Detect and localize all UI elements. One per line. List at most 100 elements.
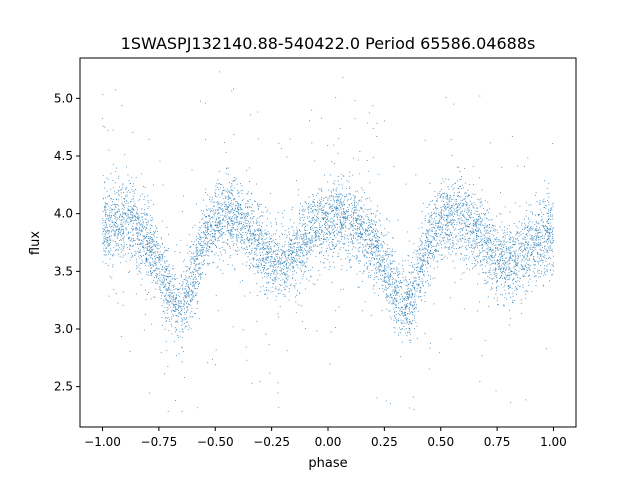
data-point [519,267,521,269]
data-point [415,253,417,255]
data-point [258,205,259,207]
data-point [469,200,471,202]
data-point [380,260,382,262]
data-point [378,173,380,175]
data-point [276,222,277,223]
data-point [192,296,194,298]
data-point [534,264,536,265]
data-point [356,239,358,241]
data-point [256,255,258,257]
data-point [243,224,244,225]
data-point [527,251,529,253]
data-point [257,266,259,268]
data-point [155,263,156,265]
data-point [474,229,476,230]
data-point [171,274,173,276]
data-point [264,248,265,249]
data-point [284,251,286,252]
data-point [228,230,229,232]
data-point [490,242,492,244]
data-point [185,275,187,277]
data-point [265,257,267,259]
data-point [486,239,488,241]
data-point [268,290,270,292]
data-point [310,211,312,213]
data-point [399,308,401,310]
data-point [332,219,334,221]
data-point [503,253,505,255]
data-point [181,305,183,307]
data-point [228,191,230,193]
data-point [343,211,345,213]
data-point [215,295,217,297]
data-point [495,268,496,269]
data-point [421,222,423,224]
data-point [196,257,198,259]
data-point [487,242,489,244]
data-point [240,237,242,238]
data-point [374,246,376,247]
data-point [142,220,144,222]
data-point [139,257,141,259]
data-point [368,248,369,249]
data-point [448,200,450,202]
data-point [441,227,443,229]
data-point [381,244,383,246]
data-point [477,231,479,232]
data-point [268,241,270,242]
data-point [450,213,452,215]
data-point [189,266,191,268]
data-point [132,234,134,236]
data-point [153,230,155,232]
data-point [107,203,109,205]
data-point [276,257,278,259]
data-point [282,263,284,265]
data-point [168,301,170,303]
data-point [198,282,200,284]
data-point [141,243,143,245]
data-point [403,314,405,316]
data-point [241,240,243,241]
data-point [198,266,200,268]
data-point [130,213,132,215]
data-point [155,282,157,284]
data-point [164,279,165,281]
data-point [488,238,490,239]
data-point [176,329,178,331]
data-point [150,265,151,266]
data-point [297,254,298,256]
data-point [428,242,430,244]
data-point [260,269,261,271]
data-point [278,249,279,250]
data-point [431,253,433,254]
data-point [397,274,399,276]
data-point [263,289,265,291]
data-point [389,277,391,279]
data-point [439,197,441,198]
data-point [461,184,463,186]
data-point [545,230,547,232]
data-point [546,249,548,251]
data-point [393,326,395,328]
data-point [184,292,185,294]
data-point [385,281,387,283]
data-point [155,281,157,283]
data-point [523,260,525,262]
data-point [368,227,369,229]
data-point [217,187,219,188]
data-point [525,249,527,251]
data-point [334,207,336,209]
data-point [116,229,117,231]
data-point [541,211,543,213]
data-point [406,298,408,300]
data-point [168,295,170,296]
data-point [540,265,542,266]
data-point [370,200,372,202]
data-point [136,211,137,213]
data-point [475,260,476,261]
data-point [504,297,506,299]
data-point [195,255,197,257]
data-point [535,244,537,246]
data-point [394,279,396,281]
data-point [387,274,389,276]
